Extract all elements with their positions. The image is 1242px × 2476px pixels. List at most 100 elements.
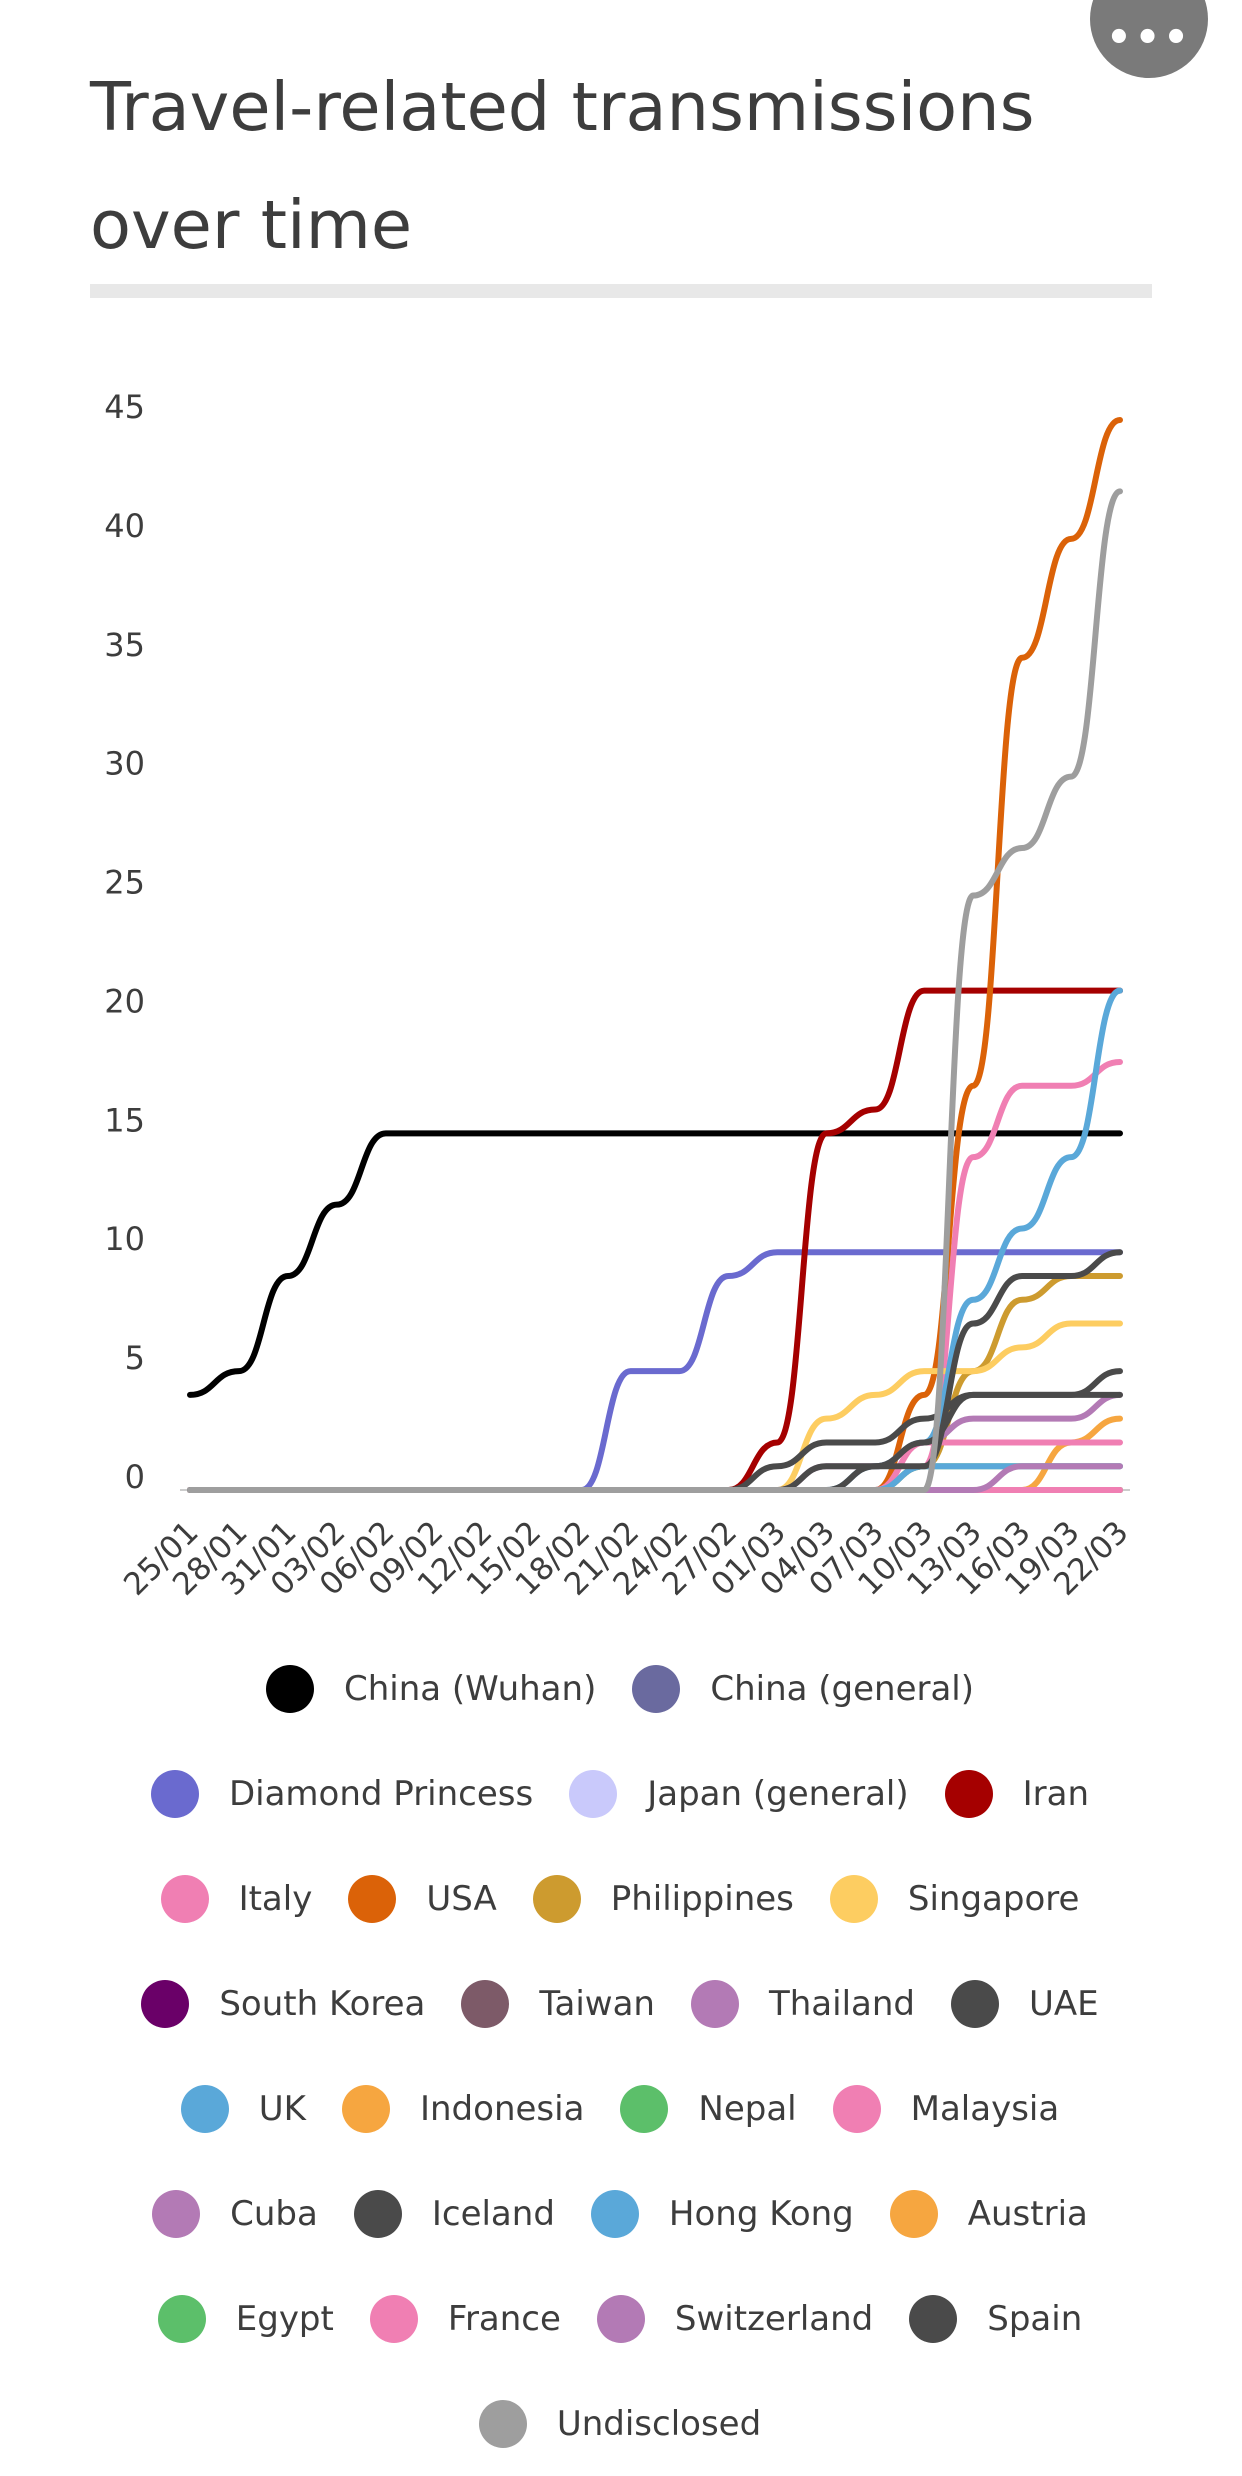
y-tick-label: 30 <box>104 745 145 783</box>
chart-legend: China (Wuhan) China (general) Diamond Prin… <box>120 1636 1120 2476</box>
legend-label: Diamond Princess <box>228 1773 534 1814</box>
legend-item[interactable]: Taiwan <box>461 1951 655 2056</box>
legend-swatch <box>180 2084 229 2133</box>
legend-item[interactable]: Malaysia <box>832 2056 1060 2161</box>
legend-swatch <box>620 2084 669 2133</box>
legend-item[interactable]: UAE <box>951 1951 1099 2056</box>
y-tick-label: 5 <box>125 1339 145 1377</box>
legend-swatch <box>909 2294 958 2343</box>
legend-swatch <box>690 1979 739 2028</box>
series-line <box>187 1130 1123 1398</box>
series-line <box>187 1368 1123 1493</box>
legend-swatch <box>160 1874 209 1923</box>
legend-item[interactable]: Cuba <box>152 2161 318 2266</box>
legend-item[interactable]: South Korea <box>141 1951 425 2056</box>
legend-swatch <box>632 1664 681 1713</box>
series-line <box>187 417 1123 1493</box>
legend-label: Cuba <box>230 2193 318 2234</box>
legend-label: China (general) <box>710 1668 975 1709</box>
legend-label: Spain <box>987 2298 1083 2339</box>
legend-label: Iran <box>1022 1773 1090 1814</box>
legend-item[interactable]: Philippines <box>532 1846 794 1951</box>
legend-label: Indonesia <box>419 2088 585 2129</box>
legend-label: Thailand <box>768 1983 915 2024</box>
y-tick-label: 35 <box>104 626 145 664</box>
legend-label: Egypt <box>235 2298 334 2339</box>
legend-label: China (Wuhan) <box>343 1668 597 1709</box>
legend-item[interactable]: Iceland <box>353 2161 555 2266</box>
legend-item[interactable]: Italy <box>160 1846 313 1951</box>
series-line <box>187 1463 1123 1493</box>
legend-swatch <box>141 1979 190 2028</box>
title-divider <box>90 284 1152 298</box>
legend-swatch <box>832 2084 881 2133</box>
legend-label: France <box>447 2298 561 2339</box>
legend-label: Philippines <box>610 1878 794 1919</box>
legend-item[interactable]: Switzerland <box>596 2266 874 2371</box>
series-line <box>187 1273 1123 1493</box>
legend-label: Switzerland <box>674 2298 874 2339</box>
legend-swatch <box>889 2189 938 2238</box>
legend-item[interactable]: USA <box>348 1846 497 1951</box>
legend-item[interactable]: Thailand <box>690 1951 915 2056</box>
legend-item[interactable]: China (general) <box>632 1636 974 1741</box>
legend-item[interactable]: Undisclosed <box>478 2371 762 2476</box>
y-tick-label: 25 <box>104 864 145 902</box>
legend-item[interactable]: Singapore <box>829 1846 1080 1951</box>
legend-label: UAE <box>1029 1983 1099 2024</box>
legend-item[interactable]: UK <box>180 2056 306 2161</box>
legend-item[interactable]: Spain <box>909 2266 1082 2371</box>
legend-item[interactable]: France <box>369 2266 561 2371</box>
legend-label: Iceland <box>431 2193 555 2234</box>
legend-swatch <box>265 1664 314 1713</box>
legend-item[interactable]: Japan (general) <box>569 1741 909 1846</box>
series-line <box>187 488 1123 1493</box>
legend-label: Taiwan <box>539 1983 655 2024</box>
y-tick-label: 0 <box>125 1458 145 1496</box>
legend-swatch <box>369 2294 418 2343</box>
y-tick-label: 10 <box>104 1220 145 1258</box>
legend-swatch <box>478 2399 527 2448</box>
legend-item[interactable]: Diamond Princess <box>150 1741 534 1846</box>
legend-swatch <box>829 1874 878 1923</box>
legend-label: Nepal <box>698 2088 797 2129</box>
y-tick-label: 45 <box>104 388 145 426</box>
chart-title: Travel-related transmissions over time <box>90 68 1035 264</box>
y-tick-label: 20 <box>104 982 145 1020</box>
legend-label: Singapore <box>907 1878 1080 1919</box>
legend-swatch <box>532 1874 581 1923</box>
legend-item[interactable]: Austria <box>889 2161 1088 2266</box>
legend-swatch <box>152 2189 201 2238</box>
line-chart: 05101520253035404525/0128/0131/0103/0206… <box>104 388 1135 1603</box>
legend-label: Italy <box>238 1878 313 1919</box>
legend-swatch <box>353 2189 402 2238</box>
legend-label: Austria <box>967 2193 1088 2234</box>
legend-swatch <box>951 1979 999 2028</box>
legend-swatch <box>461 1979 510 2028</box>
legend-swatch <box>569 1769 618 1818</box>
legend-label: Japan (general) <box>647 1773 909 1814</box>
legend-swatch <box>590 2189 639 2238</box>
y-tick-label: 40 <box>104 507 145 545</box>
legend-item[interactable]: Iran <box>944 1741 1090 1846</box>
legend-label: USA <box>426 1878 497 1919</box>
legend-item[interactable]: China (Wuhan) <box>265 1636 597 1741</box>
legend-swatch <box>596 2294 645 2343</box>
legend-swatch <box>348 1874 397 1923</box>
legend-label: UK <box>258 2088 306 2129</box>
legend-item[interactable]: Indonesia <box>341 2056 585 2161</box>
legend-label: South Korea <box>219 1983 426 2024</box>
legend-swatch <box>150 1769 199 1818</box>
legend-label: Hong Kong <box>668 2193 854 2234</box>
legend-item[interactable]: Egypt <box>157 2266 334 2371</box>
legend-item[interactable]: Hong Kong <box>590 2161 854 2266</box>
series-line <box>187 1415 1123 1493</box>
legend-label: Malaysia <box>910 2088 1060 2129</box>
legend-label: Undisclosed <box>556 2403 762 2444</box>
more-horizontal-icon: ••• <box>1106 15 1192 61</box>
legend-swatch <box>157 2294 206 2343</box>
legend-swatch <box>341 2084 390 2133</box>
series-line <box>187 1059 1123 1493</box>
legend-item[interactable]: Nepal <box>620 2056 797 2161</box>
legend-swatch <box>944 1769 993 1818</box>
